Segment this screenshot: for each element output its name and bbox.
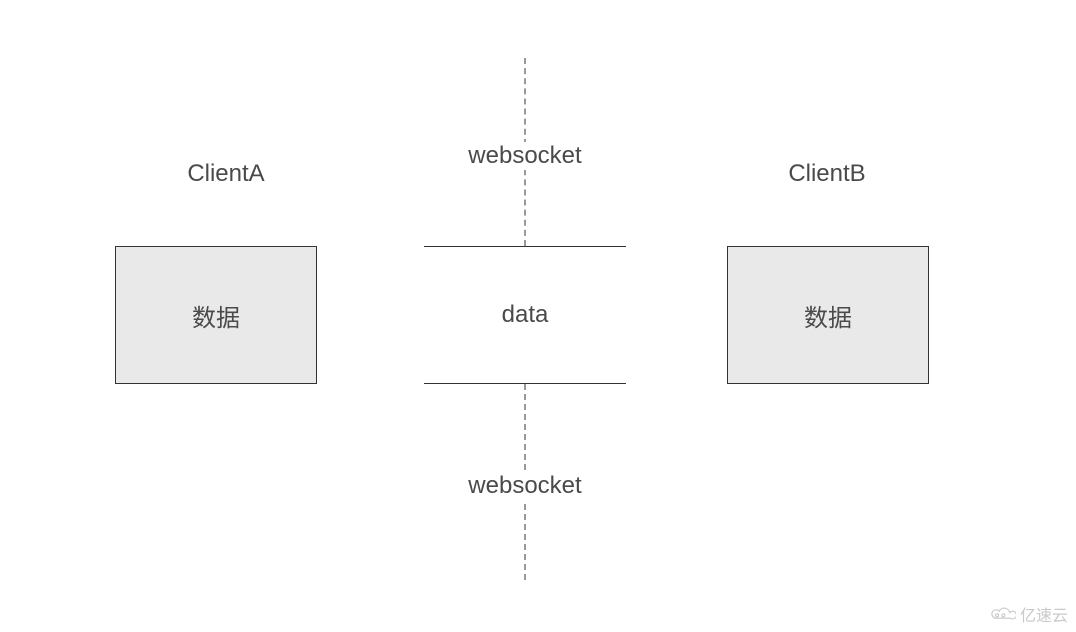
watermark: 亿速云 [988,602,1068,626]
diagram-stage: ClientA ClientB 数据 data 数据 websocket web… [0,0,1076,632]
client-a-data-box: 数据 [115,246,317,384]
websocket-label-top: websocket [462,142,587,170]
center-data-box: data [424,246,626,384]
watermark-text: 亿速云 [1020,602,1068,626]
client-b-data-text: 数据 [804,298,852,333]
client-a-data-text: 数据 [192,298,240,333]
client-b-data-box: 数据 [727,246,929,384]
websocket-label-bottom: websocket [462,472,587,500]
client-b-label: ClientB [788,160,865,188]
center-data-text: data [502,301,549,329]
client-a-label: ClientA [187,160,264,188]
cloud-icon [988,605,1016,623]
